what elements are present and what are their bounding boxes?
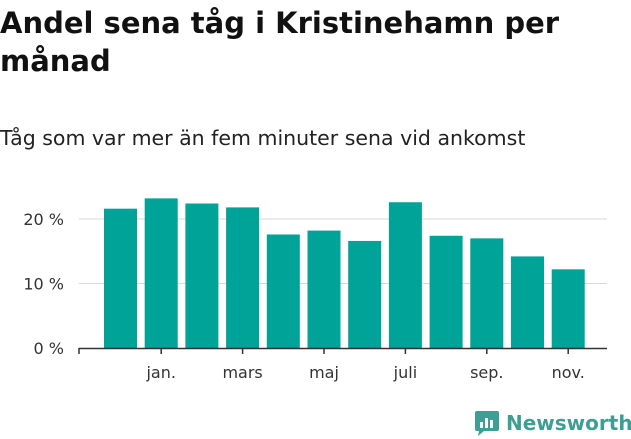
bar-dec xyxy=(104,208,137,348)
x-tick-label: nov. xyxy=(552,363,585,382)
chart-subtitle: Tåg som var mer än fem minuter sena vid … xyxy=(0,126,526,150)
bar-mars xyxy=(226,207,260,348)
bar-maj xyxy=(307,230,341,348)
x-tick-label: juli xyxy=(393,363,417,382)
y-tick-label: 20 % xyxy=(23,210,64,229)
bar-nov xyxy=(551,269,585,348)
newsworthy-logo-icon xyxy=(475,411,499,436)
bar-juni xyxy=(348,240,382,348)
chart-title: Andel sena tåg i Kristinehamn per månad xyxy=(0,6,560,78)
bar-juli xyxy=(388,202,422,348)
y-tick-label: 0 % xyxy=(34,339,64,358)
bar-apr xyxy=(266,234,300,348)
brand-name: Newsworthy xyxy=(506,411,631,435)
x-tick-label: mars xyxy=(222,363,262,382)
bar-aug xyxy=(429,235,463,348)
newsworthy-brand: Newsworthy xyxy=(474,407,631,439)
y-tick-label: 10 % xyxy=(23,275,64,294)
bar-sep xyxy=(470,238,504,348)
bar-jan xyxy=(144,198,178,348)
x-tick-label: sep. xyxy=(470,363,503,382)
bar-okt xyxy=(511,256,544,348)
x-tick-label: jan. xyxy=(145,363,175,382)
bar-chart: 0 % 10 % 20 % jan. mars maj juli sep. nov. xyxy=(23,198,607,382)
bar-feb xyxy=(185,203,219,348)
x-tick-label: maj xyxy=(309,363,339,382)
